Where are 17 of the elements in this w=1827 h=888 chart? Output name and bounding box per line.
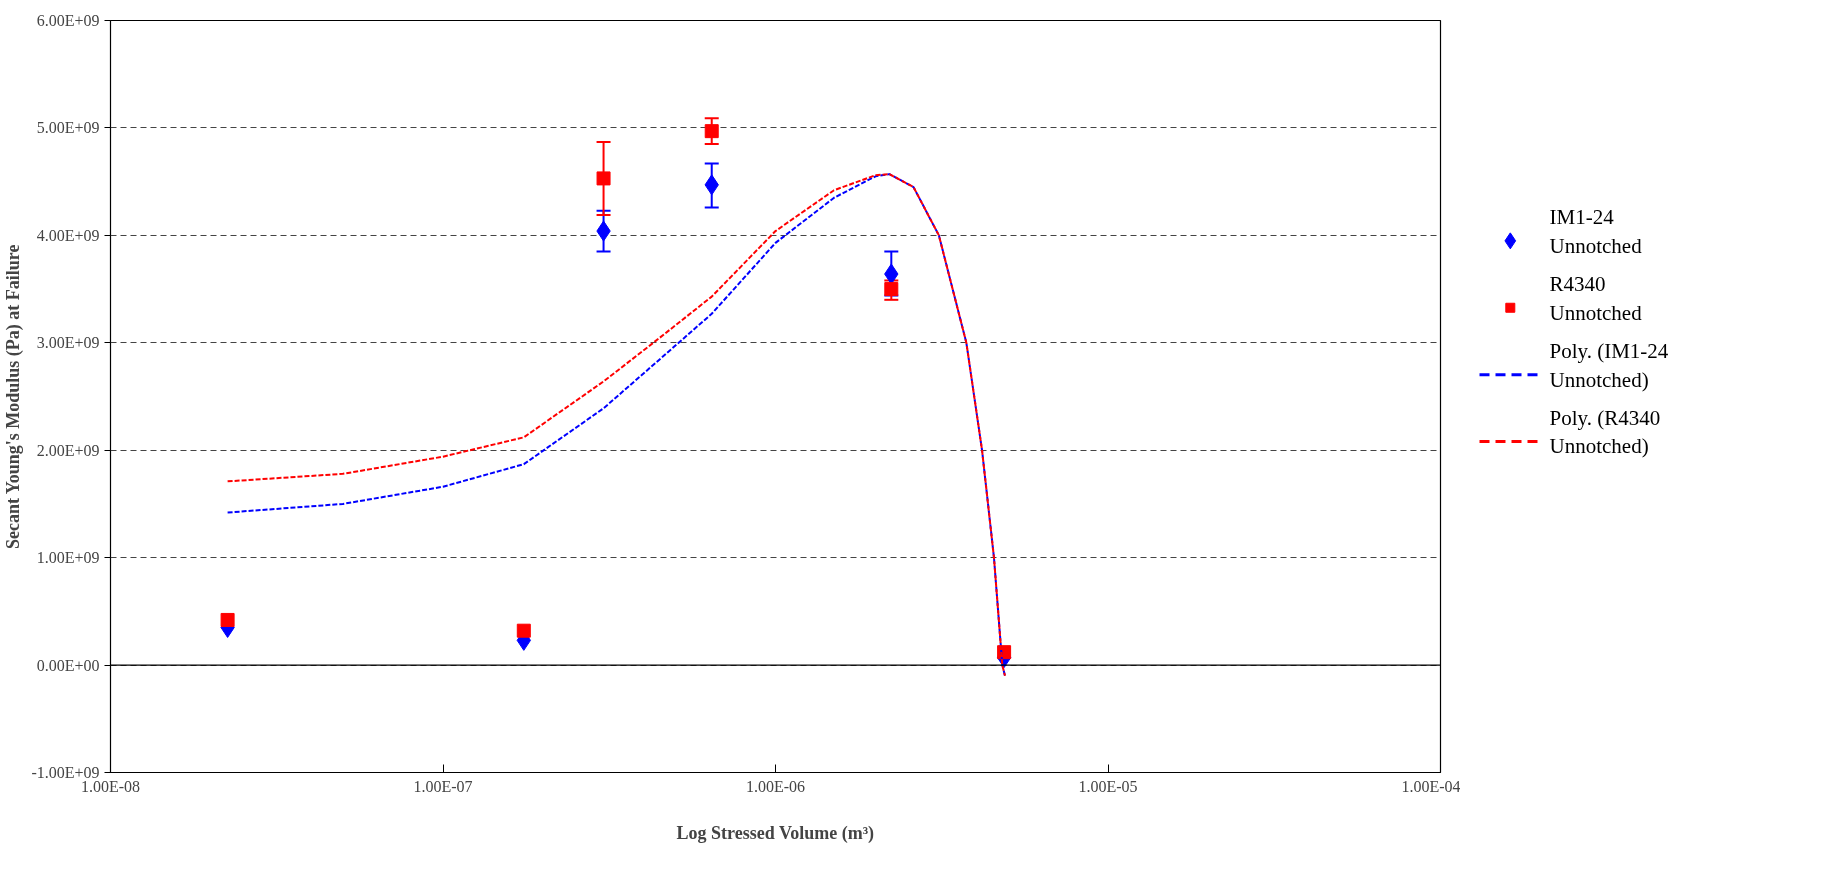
y-tick-label: 0.00E+00 bbox=[36, 656, 100, 674]
y-tick-label: 2.00E+09 bbox=[36, 441, 100, 459]
y-tick-label: 4.00E+09 bbox=[36, 226, 100, 244]
y-tick-label: 1.00E+09 bbox=[36, 549, 100, 567]
x-tick-label: 1.00E-07 bbox=[413, 777, 473, 795]
legend-label: Poly. (IM1-24 Unnotched) bbox=[1549, 338, 1669, 392]
x-tick-label: 1.00E-04 bbox=[1401, 777, 1461, 795]
x-tick-label: 1.00E-06 bbox=[745, 777, 806, 795]
x-axis-title: Log Stressed Volume (m³) bbox=[676, 822, 875, 844]
y-tick-label: 3.00E+09 bbox=[36, 334, 100, 352]
y-tick-label: 6.00E+09 bbox=[36, 12, 100, 29]
legend-label: Poly. (R4340 Unnotched) bbox=[1549, 405, 1661, 459]
y-axis-title: Secant Young's Modulus (Pa) at Failure bbox=[3, 244, 25, 550]
y-tick-label: 5.00E+09 bbox=[36, 119, 100, 137]
x-tick-label: 1.00E-05 bbox=[1078, 777, 1138, 795]
legend-label: R4340 Unnotched bbox=[1549, 271, 1643, 325]
legend-label: IM1-24 Unnotched bbox=[1549, 205, 1643, 258]
